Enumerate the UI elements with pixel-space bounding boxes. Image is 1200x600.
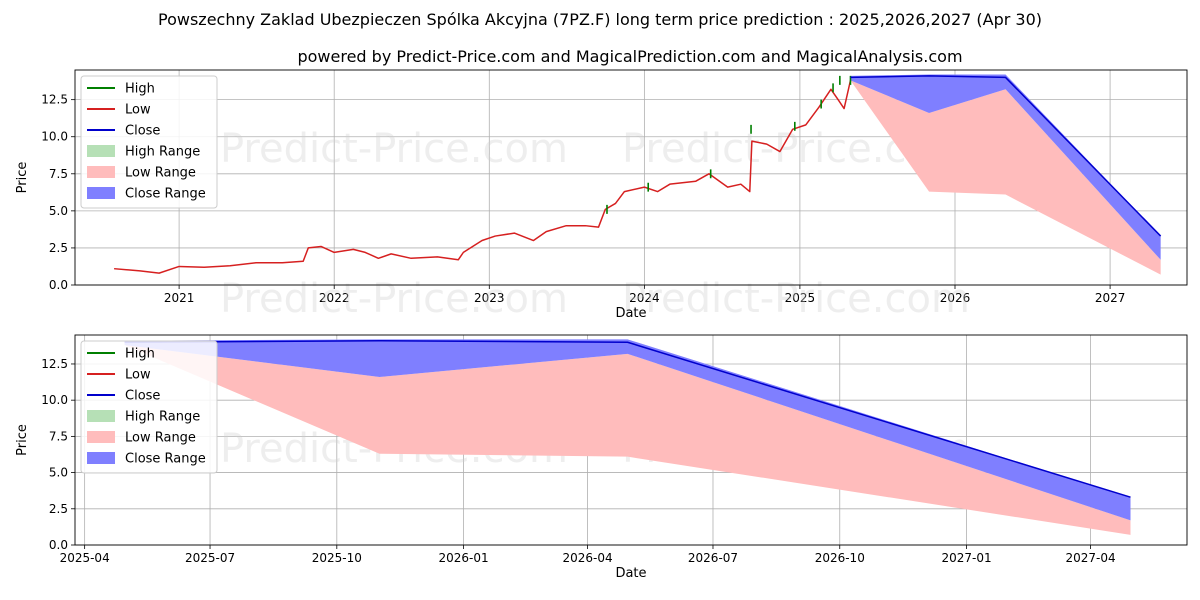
chart-title: Powszechny Zaklad Ubezpieczen Spólka Akc… [158,10,1042,29]
chart-subtitle: powered by Predict-Price.com and Magical… [297,47,962,66]
x-tick-label: 2021 [164,291,195,305]
x-tick-label: 2026-10 [815,551,865,565]
y-tick-label: 2.5 [49,502,68,516]
x-tick-label: 2026-01 [439,551,489,565]
legend-item-low-range-label: Low Range [125,431,196,446]
y-tick-label: 12.5 [41,357,68,371]
y-tick-label: 2.5 [49,241,68,255]
legend-item-close-range-label: Close Range [125,452,206,467]
x-tick-label: 2026-07 [688,551,738,565]
y-axis-label: Price [15,162,30,194]
y-tick-label: 10.0 [41,393,68,407]
legend-item-close-label: Close [125,389,160,404]
plot-data [124,339,1131,535]
x-tick-label: 2024 [629,291,660,305]
high-series-line [606,75,852,214]
x-tick-label: 2025-04 [60,551,110,565]
legend-item-high-label: High [125,347,155,362]
y-tick-label: 0.0 [49,278,68,292]
y-tick-label: 5.0 [49,204,68,218]
y-tick-label: 7.5 [49,167,68,181]
x-tick-label: 2023 [474,291,505,305]
range-band-close-range [850,74,1161,260]
low-series-line [114,80,852,274]
legend-item-high-range-swatch [87,410,115,422]
legend-item-close-range-swatch [87,452,115,464]
legend-item-low-range-label: Low Range [125,166,196,181]
y-axis-label: Price [15,424,30,456]
legend-item-high-range-label: High Range [125,145,200,160]
y-tick-label: 7.5 [49,429,68,443]
legend-item-low-range-swatch [87,166,115,178]
legend-item-close-range-swatch [87,187,115,199]
legend-item-low-range-swatch [87,431,115,443]
x-tick-label: 2025 [785,291,816,305]
y-tick-label: 10.0 [41,130,68,144]
legend-item-low-label: Low [125,368,151,383]
legend-item-low-label: Low [125,103,151,118]
x-axis-label: Date [615,306,646,321]
x-tick-label: 2027-01 [941,551,991,565]
x-tick-label: 2026-04 [563,551,613,565]
legend-item-high-range-swatch [87,145,115,157]
legend-item-high-range-label: High Range [125,410,200,425]
watermark-text: Predict-Price.com [220,126,568,172]
y-tick-label: 0.0 [49,538,68,552]
legend-item-high-label: High [125,82,155,97]
chart-panel-1: 2021 2022 2023 2024 2025 2026 2027 0.0 2.5 5.0 7.5… [15,69,1188,322]
range-band-low-range [850,80,1161,275]
x-tick-label: 2025-07 [185,551,235,565]
y-tick-label: 5.0 [49,466,68,480]
plot-frame [74,69,1188,286]
plot-frame [74,334,1188,546]
close-series-line [124,340,1131,498]
chart-panels: 2021 2022 2023 2024 2025 2026 2027 0.0 2.5 5.0 7.5… [15,69,1188,581]
x-tick-label: 2022 [319,291,350,305]
watermark-text: Predict-Price.com [220,276,568,322]
x-axis-label: Date [615,566,646,581]
watermark-text: Predict-Price.com [622,276,970,322]
x-tick-label: 2025-10 [312,551,362,565]
range-band-low-range [124,345,1131,535]
chart-panel-2: 2025-04 2025-07 2025-10 2026-01 2026-04 2026-… [15,334,1188,581]
x-tick-label: 2027-04 [1065,551,1115,565]
close-series-line [850,75,1162,237]
plot-data [114,74,1162,275]
x-tick-label: 2026 [940,291,971,305]
range-band-close-range [124,339,1131,521]
y-tick-label: 12.5 [41,93,68,107]
legend-item-close-label: Close [125,124,160,139]
legend-item-close-range-label: Close Range [125,187,206,202]
x-tick-label: 2027 [1095,291,1126,305]
